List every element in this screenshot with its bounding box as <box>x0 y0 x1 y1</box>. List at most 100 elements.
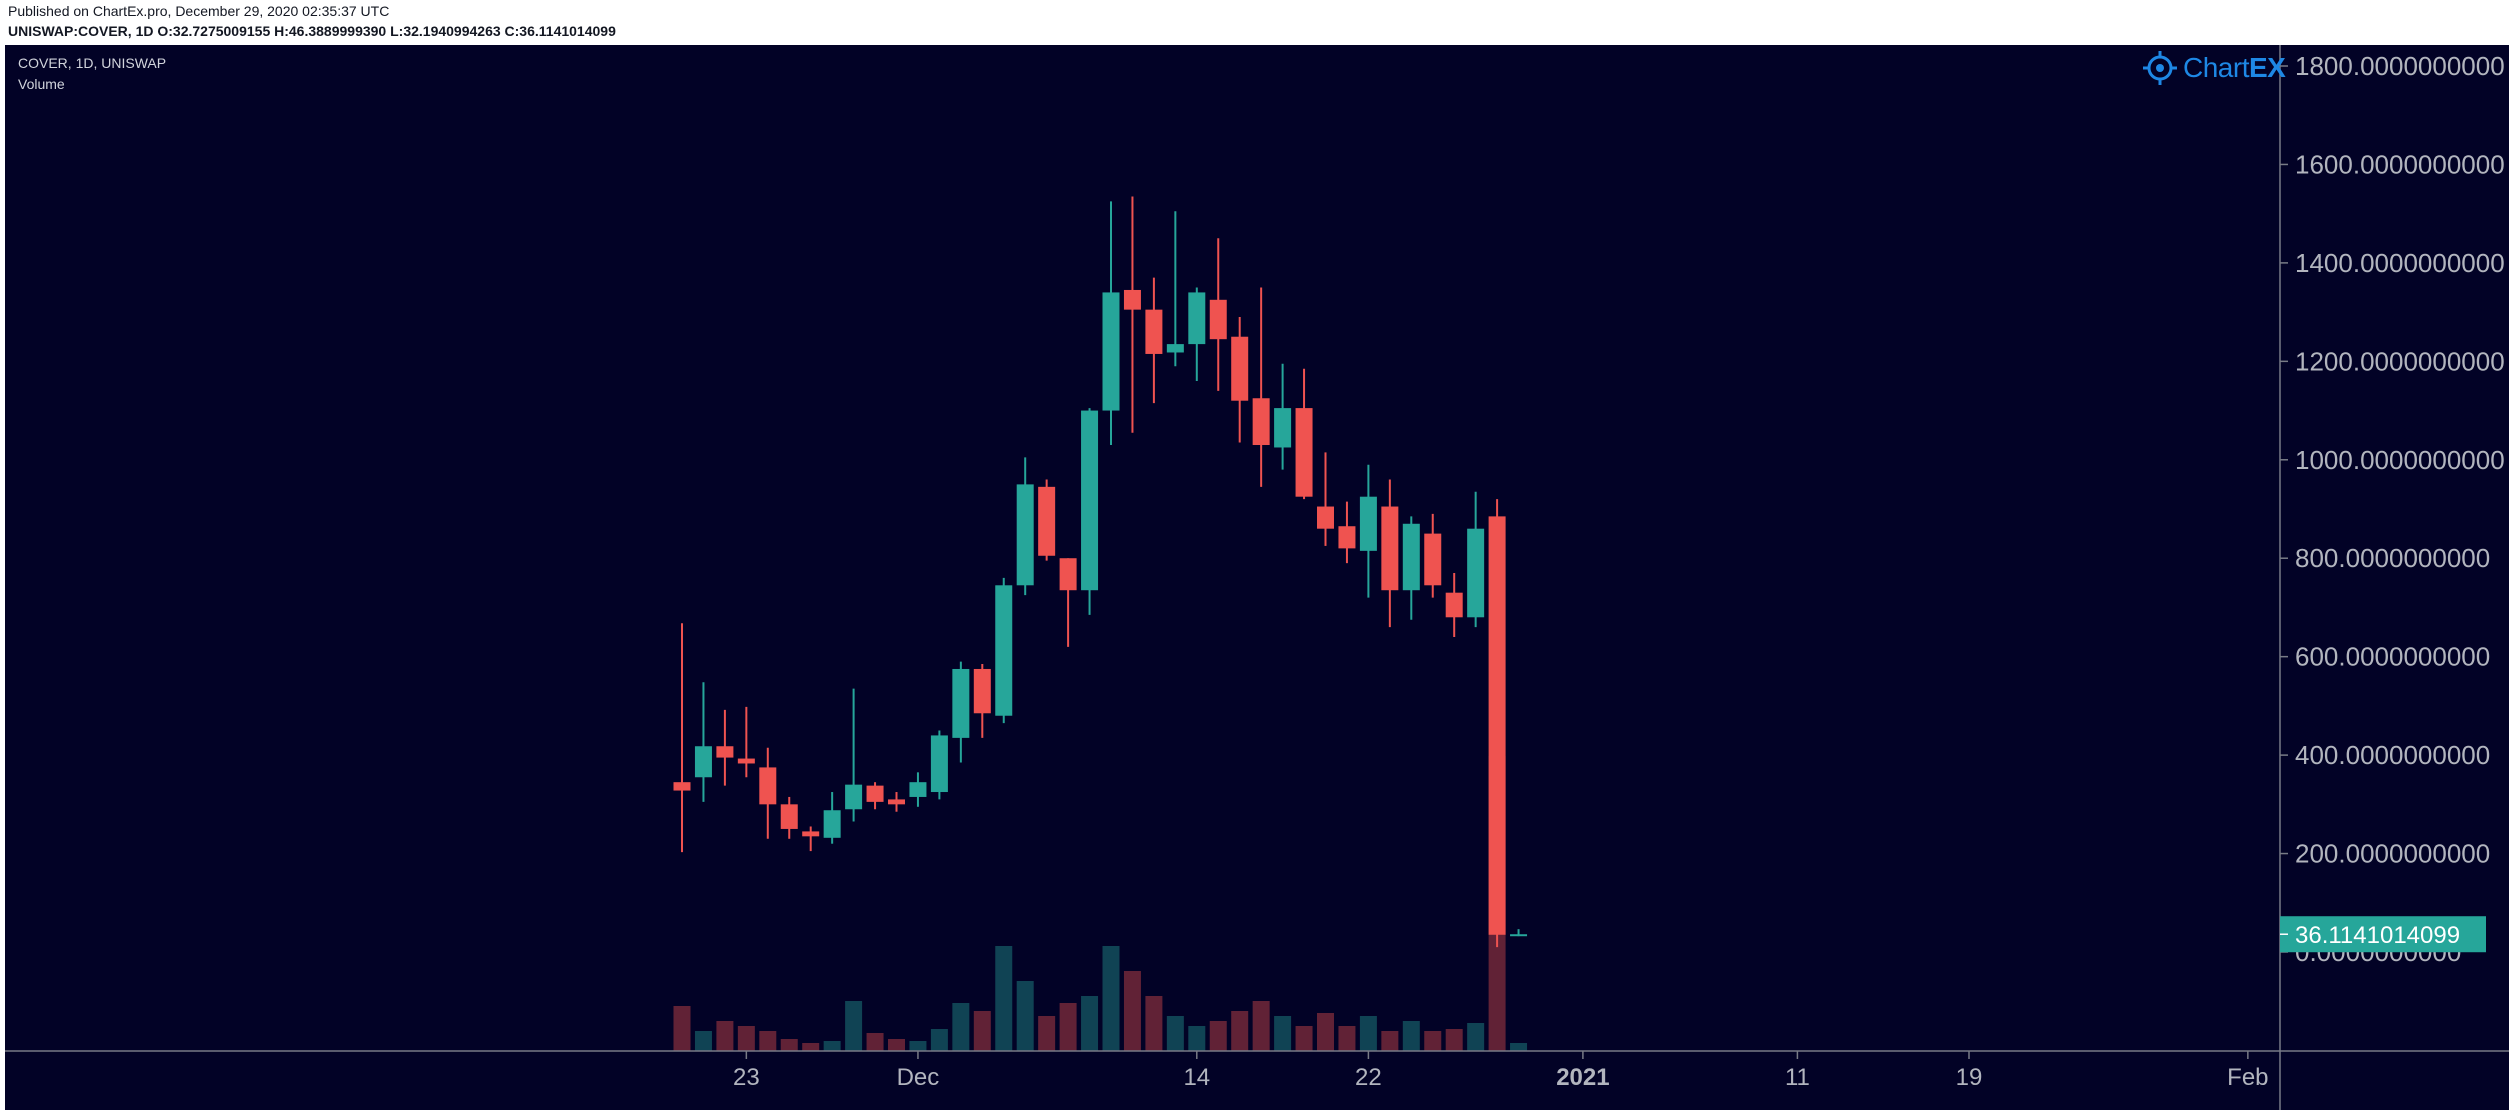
candle-body[interactable] <box>1338 526 1356 549</box>
candle-body[interactable] <box>1188 292 1206 345</box>
volume-bar <box>1166 1016 1184 1051</box>
volume-bar <box>1252 1001 1270 1051</box>
time-tick-label: 23 <box>733 1064 760 1091</box>
candle-body[interactable] <box>1038 486 1056 556</box>
time-tick-label: Dec <box>897 1064 940 1091</box>
volume-bar <box>1424 1031 1442 1051</box>
volume-bar <box>1510 1043 1528 1051</box>
candle-body[interactable] <box>1317 506 1334 529</box>
price-tick-label: 1800.0000000000 <box>2295 51 2505 81</box>
candle-body[interactable] <box>866 785 884 802</box>
time-tick-label: Feb <box>2227 1064 2268 1091</box>
candle-body[interactable] <box>737 758 755 764</box>
last-price-badge <box>2280 916 2486 953</box>
time-tick-label: 22 <box>1355 1064 1382 1091</box>
candle-body[interactable] <box>995 585 1013 716</box>
candle-body[interactable] <box>759 767 777 805</box>
last-price-label: 36.1141014099 <box>2295 922 2460 949</box>
price-tick-label: 600.0000000000 <box>2295 642 2490 672</box>
candle-body[interactable] <box>1081 410 1099 591</box>
volume-bar <box>673 1006 691 1051</box>
price-tick-label: 1400.0000000000 <box>2295 248 2505 278</box>
chartex-logo-text: ChartEX <box>2183 52 2286 83</box>
candle-body[interactable] <box>1295 408 1313 497</box>
time-tick-label: 2021 <box>1556 1064 1609 1091</box>
volume-bar <box>716 1021 734 1051</box>
volume-bar <box>973 1011 991 1051</box>
volume-bar <box>1123 971 1141 1051</box>
volume-bar <box>694 1031 712 1051</box>
price-tick-label: 800.0000000000 <box>2295 543 2490 573</box>
candle-body[interactable] <box>1102 292 1120 411</box>
price-tick-label: 400.0000000000 <box>2295 740 2490 770</box>
candle-body[interactable] <box>1145 309 1163 354</box>
volume-bar <box>1059 1003 1077 1051</box>
candle-body[interactable] <box>1059 558 1077 591</box>
candle-body[interactable] <box>888 799 905 805</box>
volume-bar <box>1295 1026 1313 1051</box>
time-tick-label: 11 <box>1785 1064 1810 1091</box>
volume-bar <box>1081 996 1099 1051</box>
candle-body[interactable] <box>802 831 820 837</box>
candle-body[interactable] <box>673 782 691 791</box>
candle-body[interactable] <box>930 735 948 793</box>
candle-body[interactable] <box>1381 506 1399 591</box>
volume-bar <box>1338 1026 1356 1051</box>
volume-bar <box>995 946 1013 1051</box>
volume-bar <box>1231 1011 1249 1051</box>
time-tick-label: 14 <box>1183 1064 1210 1091</box>
volume-bar <box>1038 1016 1056 1051</box>
candle-body[interactable] <box>952 668 970 738</box>
candle-body[interactable] <box>1166 344 1184 353</box>
price-tick-label: 1200.0000000000 <box>2295 346 2505 376</box>
volume-bar <box>930 1029 948 1051</box>
candle-body[interactable] <box>1402 523 1420 591</box>
candle-body[interactable] <box>694 746 712 778</box>
volume-bar <box>759 1031 777 1051</box>
volume-bar <box>845 1001 863 1051</box>
candle-body[interactable] <box>845 784 863 810</box>
volume-bar <box>952 1003 970 1051</box>
price-chart[interactable]: 1800.0000000000 1600.0000000000 1400.00000… <box>5 45 2509 1110</box>
volume-bar <box>1445 1029 1463 1051</box>
volume-bar <box>1145 996 1163 1051</box>
volume-bar <box>909 1041 927 1051</box>
candle-body[interactable] <box>1209 299 1227 340</box>
legend-symbol: COVER, 1D, UNISWAP <box>18 55 167 71</box>
candle-body[interactable] <box>973 668 991 714</box>
candle-body[interactable] <box>1467 528 1485 618</box>
candle-body[interactable] <box>909 782 927 797</box>
volume-bar <box>1209 1021 1227 1051</box>
candle-body[interactable] <box>1510 934 1528 937</box>
candle-body[interactable] <box>1359 496 1377 551</box>
candle-body[interactable] <box>1488 516 1506 935</box>
volume-bar <box>780 1039 798 1051</box>
candle-body[interactable] <box>1252 398 1270 446</box>
candle-body[interactable] <box>1016 484 1034 586</box>
candle-body[interactable] <box>1274 408 1292 448</box>
candle-body[interactable] <box>823 810 841 838</box>
candle-body[interactable] <box>1445 592 1463 618</box>
candle-body[interactable] <box>1123 289 1141 310</box>
chartex-logo[interactable]: ChartEX <box>2143 51 2286 85</box>
volume-bar <box>1402 1021 1420 1051</box>
candle-body[interactable] <box>1424 533 1442 586</box>
ohlc-line: UNISWAP:COVER, 1D O:32.7275009155 H:46.3… <box>8 23 616 39</box>
volume-bar <box>888 1039 905 1051</box>
chartex-logo-icon <box>2143 51 2177 85</box>
candle-body[interactable] <box>716 746 734 758</box>
candle-body[interactable] <box>1231 336 1249 401</box>
price-tick-label: 200.0000000000 <box>2295 839 2490 869</box>
price-tick-label: 1000.0000000000 <box>2295 445 2505 475</box>
chart-area[interactable]: 1800.0000000000 1600.0000000000 1400.00000… <box>5 45 2509 1110</box>
published-line: Published on ChartEx.pro, December 29, 2… <box>8 3 390 19</box>
volume-bar <box>802 1043 820 1051</box>
time-tick-label: 19 <box>1956 1064 1983 1091</box>
price-tick-label: 1600.0000000000 <box>2295 149 2505 179</box>
candle-body[interactable] <box>780 804 798 829</box>
volume-bar <box>1188 1026 1206 1051</box>
volume-bar <box>1381 1031 1399 1051</box>
volume-bar <box>1274 1016 1292 1051</box>
volume-bar <box>1102 946 1120 1051</box>
volume-bar <box>737 1026 755 1051</box>
